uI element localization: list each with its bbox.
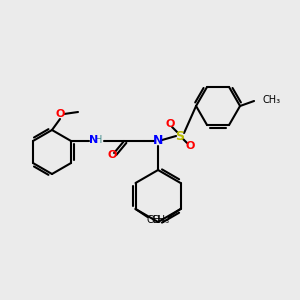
Text: CH₃: CH₃ xyxy=(152,215,170,225)
Text: S: S xyxy=(176,130,184,142)
Text: O: O xyxy=(107,150,117,160)
Text: O: O xyxy=(55,109,65,119)
Text: O: O xyxy=(185,141,195,151)
Text: CH₃: CH₃ xyxy=(146,215,165,225)
Text: H: H xyxy=(95,135,103,145)
Text: N: N xyxy=(153,134,163,148)
Text: CH₃: CH₃ xyxy=(262,95,280,105)
Text: N: N xyxy=(89,135,99,145)
Text: O: O xyxy=(165,119,175,129)
